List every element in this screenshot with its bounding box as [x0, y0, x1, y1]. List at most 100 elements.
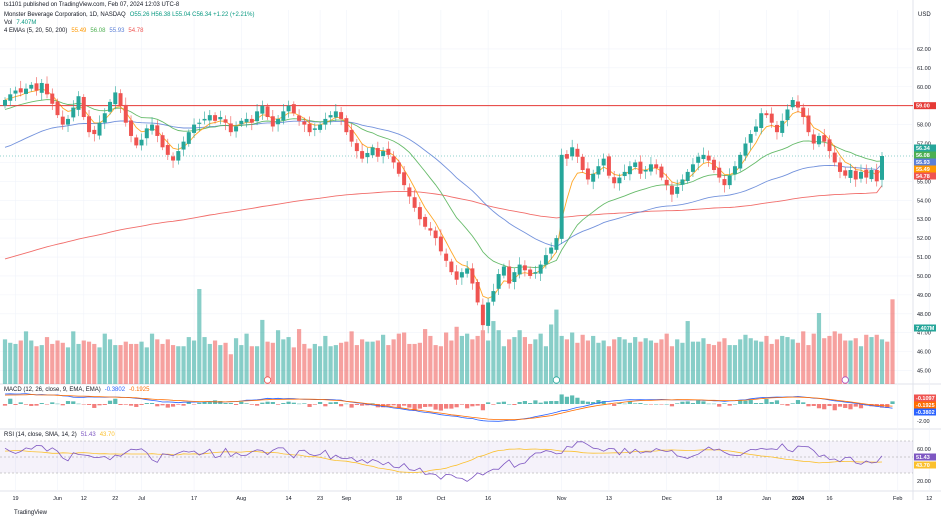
candle-body [265, 106, 270, 118]
candle-body [333, 111, 338, 118]
volume-bar [690, 341, 696, 384]
macd-histogram-bar [181, 404, 186, 406]
candle-body [538, 264, 543, 274]
macd-histogram-bar [50, 402, 55, 404]
volume-bar [296, 329, 302, 384]
volume-bar [748, 338, 753, 384]
candle-body [291, 104, 296, 114]
rsi-price-label-bg [914, 453, 936, 461]
macd-histogram-bar [449, 404, 454, 409]
volume-bar [155, 339, 160, 384]
candle-body [748, 134, 753, 143]
candle-body [270, 116, 275, 127]
macd-histogram-bar [270, 402, 275, 404]
macd-histogram-bar [517, 402, 522, 404]
ema-label: 4 EMAs (5, 20, 50, 200) [4, 28, 68, 34]
rsi-label: RSI (14, close, SMA, 14, 2) [4, 432, 77, 438]
macd-histogram-bar [675, 403, 680, 404]
candle-body [60, 116, 65, 125]
price-label: 55.49 [916, 167, 930, 173]
macd-histogram-bar [275, 404, 281, 405]
volume-bar [759, 341, 764, 384]
macd-histogram-bar [843, 404, 848, 408]
time-tick-label: 17 [191, 496, 197, 502]
candle-body [522, 265, 527, 271]
candle-body [470, 268, 475, 284]
price-label: 54.78 [916, 174, 930, 180]
macd-value: -0.3802 [104, 387, 126, 393]
macd-histogram-bar [354, 404, 359, 405]
macd-histogram-bar [338, 404, 344, 407]
volume-bar [29, 340, 34, 384]
candle-body [260, 105, 265, 114]
candle-body [811, 134, 816, 144]
macd-histogram-bar [86, 404, 92, 405]
volume-bar [365, 341, 370, 384]
volume-bar [223, 342, 228, 384]
volume-bar [44, 337, 50, 384]
price-tick-label: 55.00 [917, 179, 931, 185]
candle-body [134, 137, 139, 146]
macd-histogram-bar [459, 404, 464, 405]
candle-body [50, 93, 55, 104]
rsi-pane [4, 441, 883, 482]
volume-bar [874, 334, 879, 384]
time-tick-label: Oct [437, 496, 446, 502]
macd-histogram-bar [816, 404, 822, 409]
macd-histogram-bar [732, 404, 738, 405]
macd-histogram-bar [711, 403, 717, 405]
volume-bar [302, 343, 307, 384]
macd-histogram-bar [790, 403, 795, 404]
event-marker-icon [263, 376, 272, 384]
candle-body [323, 118, 328, 125]
candle-body [281, 111, 286, 121]
macd-histogram-bar [706, 403, 711, 405]
volume-bar [596, 342, 601, 384]
volume-legend: Vol 7.407M [4, 20, 40, 26]
macd-histogram-bar [722, 403, 727, 404]
price-tick-label: 60.00 [917, 85, 931, 91]
volume-bar [396, 333, 401, 384]
macd-histogram-bar [475, 404, 480, 406]
macd-histogram-bar [97, 404, 102, 406]
volume-bar [696, 341, 701, 384]
macd-histogram-bar [617, 402, 622, 404]
macd-price-label: -0.3802 [916, 410, 935, 416]
candle-body [774, 124, 779, 133]
volume-bar [50, 343, 55, 384]
macd-histogram-bar [412, 404, 417, 411]
macd-histogram-bar [254, 404, 260, 406]
macd-histogram-bar [748, 400, 753, 404]
macd-histogram-bar [402, 404, 407, 406]
volume-bar [680, 342, 685, 384]
macd-histogram-bar [659, 404, 664, 405]
macd-histogram-bar [55, 403, 60, 405]
candle-body [507, 266, 512, 284]
macd-histogram-bar [134, 404, 139, 407]
candle-body [171, 156, 176, 161]
candle-body [102, 113, 107, 123]
volume-bar [711, 345, 717, 384]
macd-price-label: -0.1925 [916, 403, 935, 409]
macd-histogram-bar [811, 404, 816, 406]
volume-bar [281, 339, 286, 384]
macd-histogram-bar [260, 402, 265, 404]
volume-bar [123, 341, 128, 384]
volume-bar [549, 324, 554, 384]
volume-bar [8, 342, 13, 384]
volume-bar [328, 346, 333, 384]
candle-body [486, 302, 491, 326]
macd-histogram-bar [370, 403, 375, 404]
volume-bar [333, 345, 338, 384]
macd-pane [2, 393, 895, 422]
price-label: 7.407M [916, 326, 935, 332]
candle-body [444, 253, 449, 261]
candle-body [759, 113, 764, 128]
candle-body [591, 173, 596, 182]
macd-histogram-bar [218, 401, 223, 404]
candle-body [801, 107, 806, 118]
candle-body [706, 155, 711, 161]
macd-histogram-bar [423, 404, 428, 407]
candle-body [480, 304, 485, 326]
macd-histogram-bar [853, 404, 858, 407]
